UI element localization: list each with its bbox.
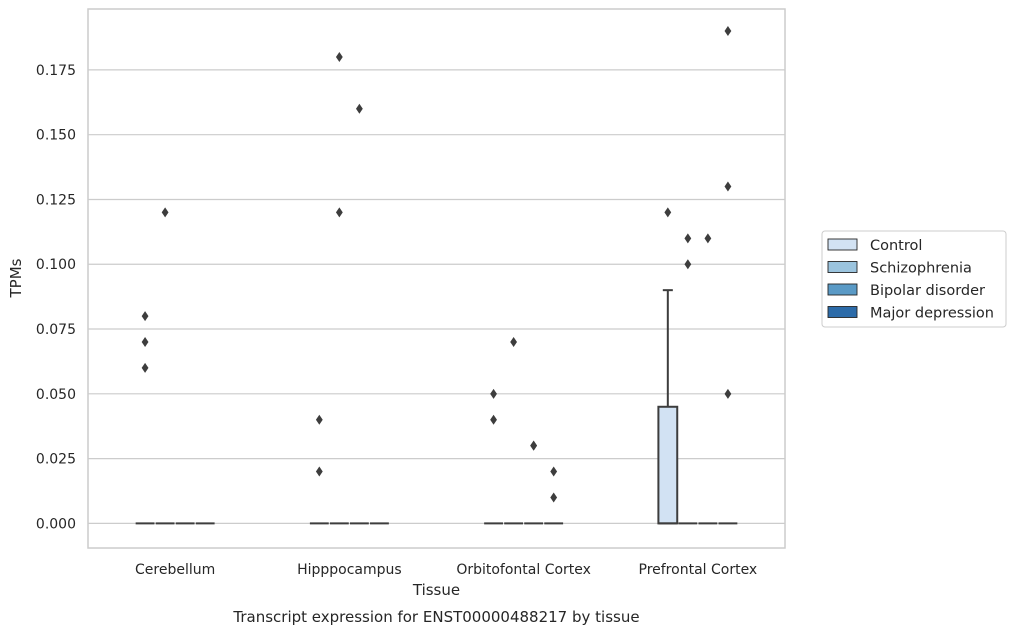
x-tick-labels: Cerebellum Hipppocampus Orbitofontal Corte… — [135, 562, 757, 578]
outlier-2-2-1 — [530, 440, 538, 451]
x-tick-label-1: Hipppocampus — [297, 562, 402, 578]
outlier-0-2-1 — [490, 388, 497, 399]
y-tick-label-7: 0.175 — [36, 63, 76, 79]
outlier-1-2-0 — [510, 336, 518, 347]
legend-frame — [821, 230, 1007, 328]
legend-swatch-2 — [827, 283, 858, 296]
box-0-3 — [657, 405, 679, 525]
legend-swatch-0 — [827, 238, 858, 251]
legend-swatch-3 — [827, 306, 858, 318]
y-tick-label-5: 0.125 — [36, 192, 76, 208]
legend-label-0: Control — [870, 238, 922, 254]
x-tick-label-0: Cerebellum — [135, 562, 215, 578]
y-tick-label-0: 0.000 — [36, 516, 76, 532]
legend-swatch-1 — [827, 261, 858, 273]
y-tick-labels: 0.000 0.025 0.050 0.075 0.100 0.125 0.150 0.175 — [36, 63, 76, 532]
outlier-2-3-0 — [704, 233, 712, 244]
outlier-1-1-1 — [335, 51, 343, 62]
outlier-3-2-0 — [550, 492, 558, 503]
outlier-1-1-0 — [335, 207, 343, 218]
outlier-0-3-0 — [664, 207, 672, 218]
chart-caption: Transcript expression for ENST0000048821… — [232, 608, 639, 626]
legend-label-1: Schizophrenia — [870, 261, 972, 277]
legend-label-2: Bipolar disorder — [870, 283, 985, 299]
y-tick-label-3: 0.075 — [36, 322, 76, 338]
outlier-1-0-0 — [161, 207, 169, 218]
outlier-0-2-0 — [490, 414, 497, 425]
outlier-0-1-0 — [315, 466, 323, 477]
outlier-3-3-1 — [724, 181, 732, 192]
x-tick-label-3: Prefrontal Cortex — [639, 562, 758, 578]
y-tick-label-1: 0.025 — [36, 452, 76, 468]
x-tick-label-2: Orbitofontal Cortex — [456, 562, 591, 578]
outlier-0-1-1 — [315, 414, 323, 425]
outlier-2-1-0 — [355, 103, 363, 114]
outlier-points — [141, 26, 732, 503]
plot-background — [88, 9, 785, 548]
outlier-3-3-2 — [724, 26, 732, 37]
y-tick-label-4: 0.100 — [36, 257, 76, 273]
box-elements — [135, 289, 738, 525]
y-axis-label: TPMs — [7, 258, 25, 298]
legend: Control Schizophrenia Bipolar disorder Majo… — [821, 230, 1007, 328]
outlier-0-0-1 — [141, 336, 149, 347]
x-axis-label: Tissue — [412, 581, 460, 599]
y-tick-label-2: 0.050 — [36, 387, 76, 403]
y-tick-label-6: 0.150 — [36, 128, 76, 144]
outlier-0-0-2 — [141, 311, 149, 322]
outlier-1-3-0 — [684, 259, 692, 270]
outlier-3-3-0 — [724, 388, 732, 399]
outlier-0-0-0 — [141, 362, 149, 373]
plot-frame — [87, 8, 786, 549]
outlier-1-3-1 — [684, 233, 692, 244]
grid-lines — [88, 69, 785, 524]
legend-label-3: Major depression — [870, 306, 994, 322]
outlier-3-2-1 — [550, 466, 558, 477]
